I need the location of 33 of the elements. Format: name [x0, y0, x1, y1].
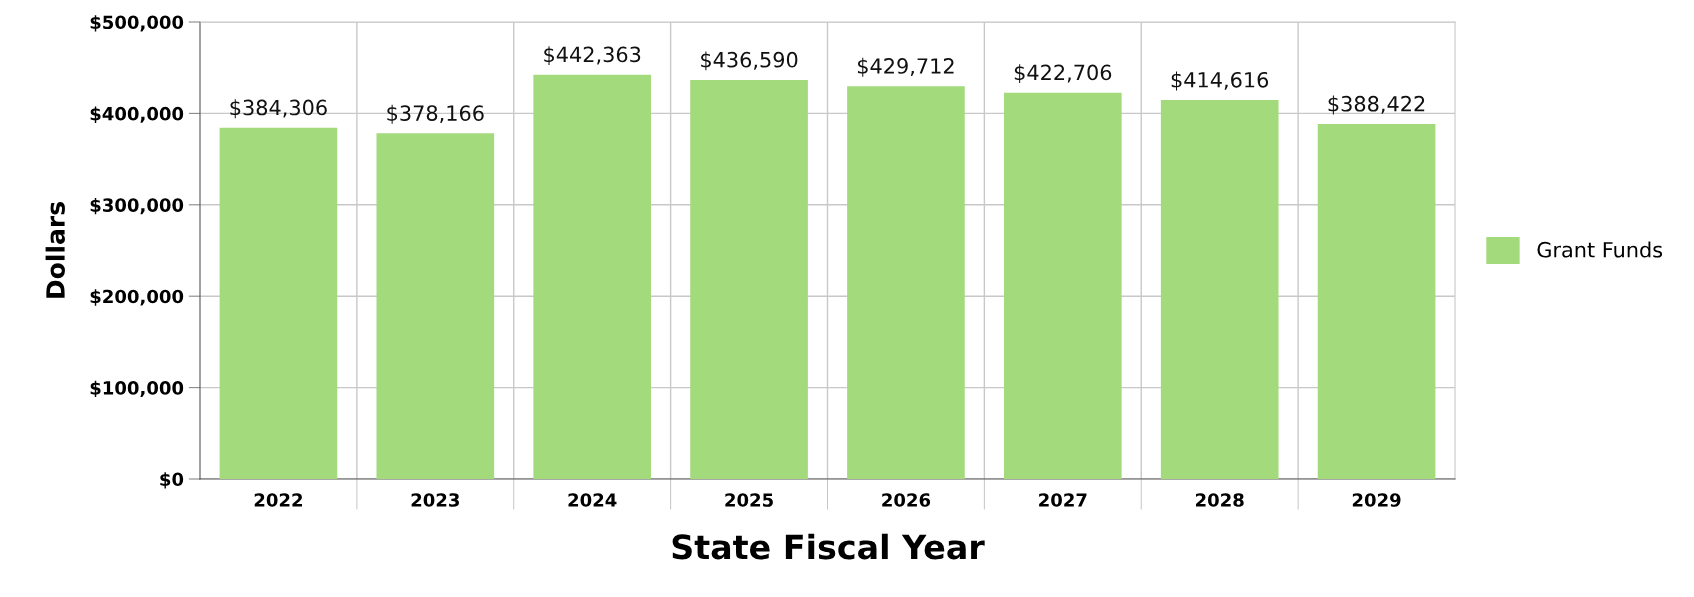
- x-tick-label: 2023: [411, 493, 459, 507]
- y-axis-title: Dollars: [45, 202, 65, 298]
- y-tick-label: $200,000: [90, 289, 184, 306]
- data-label: $378,166: [387, 104, 484, 124]
- x-tick-label: 2028: [1195, 493, 1244, 507]
- data-label: $442,363: [544, 46, 641, 66]
- x-tick-label: 2029: [1352, 493, 1401, 507]
- y-tick-label: $400,000: [90, 106, 184, 123]
- legend-label: Grant Funds: [1537, 241, 1663, 258]
- data-label: $414,616: [1171, 71, 1269, 91]
- bar: [533, 74, 652, 479]
- bar: [1003, 92, 1122, 479]
- bar: [1160, 100, 1279, 479]
- bar: [1317, 123, 1436, 479]
- y-tick-label: $100,000: [90, 380, 184, 398]
- y-tick-label: $300,000: [90, 197, 184, 215]
- y-tick-label: $0: [160, 472, 184, 489]
- x-tick-label: 2024: [568, 493, 617, 507]
- data-label: $436,590: [701, 51, 798, 71]
- bar: [219, 127, 338, 479]
- x-tick-label: 2025: [725, 493, 773, 507]
- bar: [690, 79, 808, 479]
- x-axis-title: State Fiscal Year: [672, 533, 985, 560]
- x-tick-label: 2026: [882, 493, 931, 507]
- x-tick-label: 2022: [254, 493, 302, 507]
- bar: [376, 133, 495, 479]
- data-label: $388,422: [1328, 95, 1425, 115]
- bar: [847, 86, 965, 479]
- x-tick-label: 2027: [1039, 493, 1087, 507]
- data-label: $422,706: [1014, 64, 1112, 84]
- y-tick-label: $500,000: [90, 15, 184, 32]
- data-label: $384,306: [230, 99, 327, 119]
- data-label: $429,712: [857, 57, 954, 77]
